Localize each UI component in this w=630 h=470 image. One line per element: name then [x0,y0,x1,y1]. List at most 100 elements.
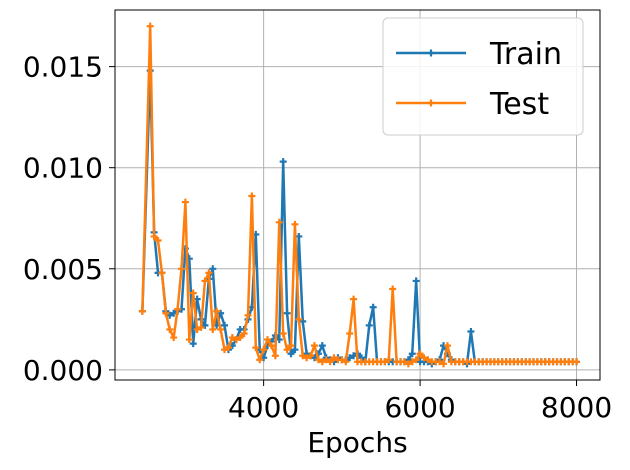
data-point [248,192,256,200]
legend-label: Test [489,87,549,122]
x-axis-title: Epochs [307,426,407,459]
data-point [389,285,397,293]
x-tick-label: 4000 [228,391,299,424]
data-point [369,303,377,311]
data-point [236,334,244,342]
data-point [201,321,209,329]
data-point [158,269,166,277]
data-point [213,307,221,315]
data-point [307,352,315,360]
data-point [177,265,185,273]
data-point [201,277,209,285]
data-point [232,336,240,344]
data-point [264,336,272,344]
data-point [197,323,205,331]
data-point [443,342,451,350]
data-point [271,352,279,360]
legend-label: Train [489,37,562,72]
y-tick-label: 0.000 [23,354,103,387]
data-point [209,265,217,273]
y-tick-label: 0.010 [23,152,103,185]
data-point [193,325,201,333]
data-point [346,329,354,337]
data-point [318,358,326,366]
data-point [283,346,291,354]
data-point [299,352,307,360]
data-point [416,350,424,358]
data-point [314,356,322,364]
data-point [291,346,299,354]
data-point [260,346,268,354]
data-point [436,358,444,366]
data-point [385,356,393,364]
y-tick-label: 0.015 [23,51,103,84]
legend: Train Test [382,17,584,136]
x-tick-label: 8000 [541,391,612,424]
data-point [174,305,182,313]
data-point [408,350,416,358]
plot-frame [114,9,601,381]
data-point [224,344,232,352]
data-point [138,307,146,315]
data-point [400,358,408,366]
data-point [404,360,412,368]
data-point [185,336,193,344]
y-axis: 0.000 0.005 0.010 0.015 [23,51,115,387]
y-tick-label: 0.005 [23,253,103,286]
data-point [181,198,189,206]
data-point [189,340,197,348]
data-point [166,325,174,333]
series-layer [138,22,581,368]
data-point [342,358,350,366]
data-point [228,334,236,342]
data-point [275,218,283,226]
data-point [330,354,338,362]
data-point [146,22,154,30]
data-point [154,236,162,244]
data-point [573,358,581,366]
data-point [424,356,432,364]
data-point [189,289,197,297]
data-point [221,321,229,329]
series-test [138,22,581,368]
data-point [279,158,287,166]
legend-box [382,17,584,136]
legend-marker [427,49,435,57]
data-point [240,329,248,337]
data-point [467,327,475,335]
data-point [350,295,358,303]
data-point [287,350,295,358]
data-point [318,342,326,350]
data-point [303,354,311,362]
data-point [310,342,318,350]
x-axis: 4000 6000 8000 [228,380,612,424]
data-point [283,309,291,317]
data-point [440,360,448,368]
data-point [408,358,416,366]
data-point [279,329,287,337]
data-point [209,325,217,333]
data-point [291,220,299,228]
data-point [256,356,264,364]
data-point [217,325,225,333]
data-point [299,317,307,325]
data-point [221,346,229,354]
data-point [326,358,334,366]
data-point [295,315,303,323]
data-point [338,356,346,364]
data-point [162,309,170,317]
data-point [267,342,275,350]
data-point [365,321,373,329]
data-point [244,311,252,319]
data-point [252,344,260,352]
data-point [287,342,295,350]
legend-marker [427,99,435,107]
data-point [412,356,420,364]
data-point [170,334,178,342]
data-point [205,269,213,277]
data-point [322,356,330,364]
x-tick-label: 6000 [384,391,455,424]
data-point [412,277,420,285]
data-point [381,358,389,366]
